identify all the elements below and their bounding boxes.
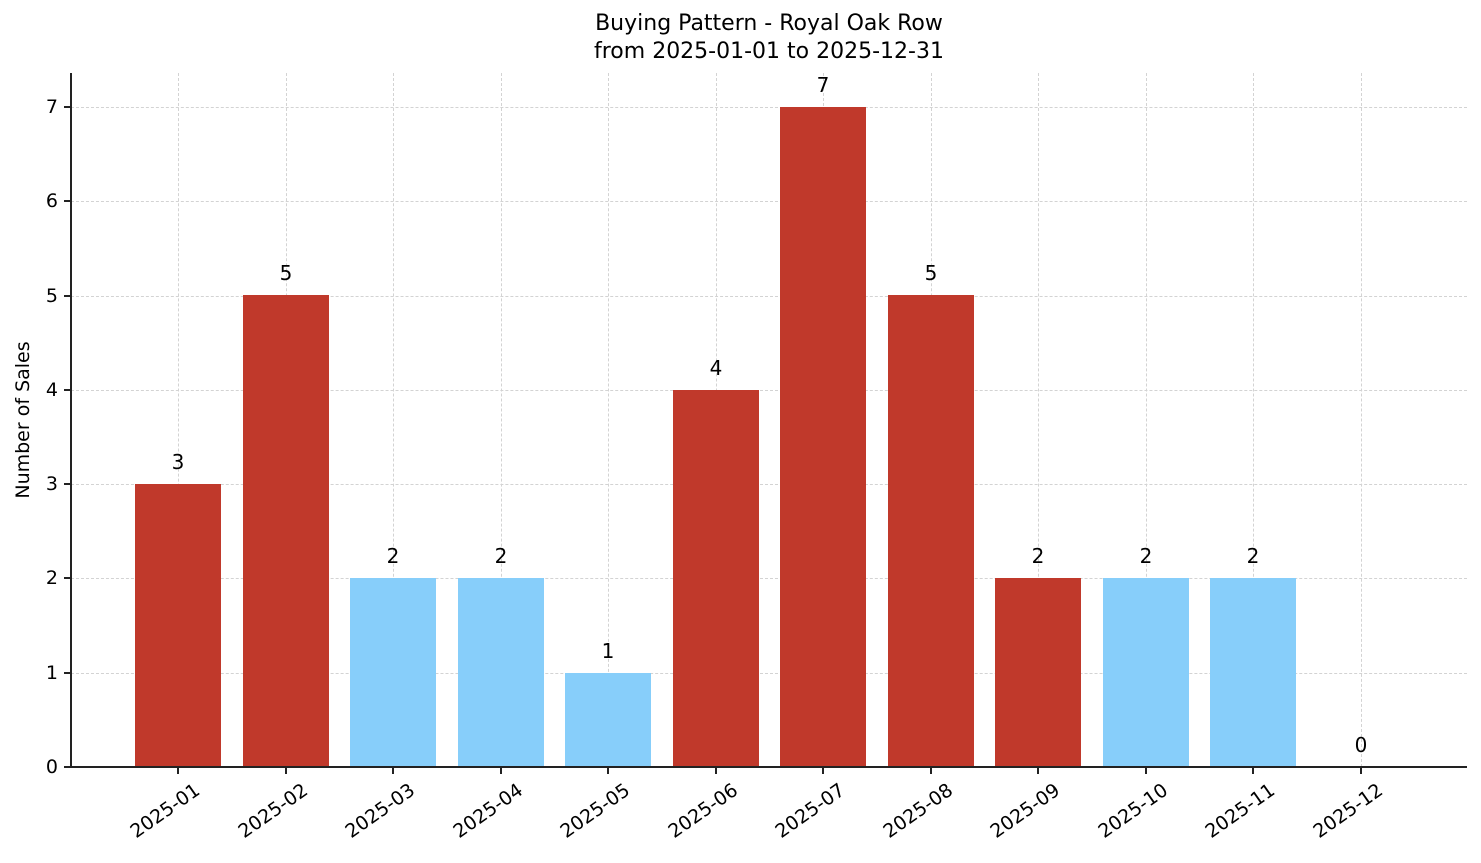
v-gridline — [1146, 73, 1147, 767]
v-gridline — [1361, 73, 1362, 767]
x-tick-label: 2025-07 — [771, 779, 850, 843]
bar-2025-01 — [135, 484, 221, 767]
y-axis-label: Number of Sales — [12, 341, 34, 499]
y-tick-label: 5 — [45, 285, 58, 307]
v-gridline — [178, 73, 179, 767]
x-tick-label: 2025-02 — [234, 779, 313, 843]
x-tick-mark — [1037, 768, 1039, 774]
y-tick-mark — [64, 106, 70, 108]
bar-value-label: 5 — [279, 261, 293, 285]
h-gridline — [71, 107, 1467, 108]
bar-value-label: 5 — [924, 261, 938, 285]
v-gridline — [1253, 73, 1254, 767]
bar-value-label: 7 — [816, 73, 830, 97]
bar-2025-04 — [458, 578, 544, 767]
x-tick-label: 2025-10 — [1094, 779, 1173, 843]
x-tick-mark — [285, 768, 287, 774]
x-tick-label: 2025-09 — [986, 779, 1065, 843]
bar-2025-07 — [780, 107, 866, 767]
h-gridline — [71, 673, 1467, 674]
x-tick-label: 2025-11 — [1201, 779, 1280, 843]
x-tick-label: 2025-01 — [126, 779, 205, 843]
x-tick-label: 2025-05 — [556, 779, 635, 843]
bar-value-label: 4 — [709, 356, 723, 380]
x-tick-label: 2025-06 — [664, 779, 743, 843]
bar-2025-08 — [888, 295, 974, 767]
x-tick-mark — [500, 768, 502, 774]
bar-2025-06 — [673, 390, 759, 767]
x-tick-mark — [1145, 768, 1147, 774]
y-tick-mark — [64, 295, 70, 297]
x-axis-line — [70, 766, 1467, 768]
y-tick-label: 7 — [45, 96, 58, 118]
v-gridline — [608, 73, 609, 767]
bar-2025-10 — [1103, 578, 1189, 767]
bar-value-label: 2 — [1031, 544, 1045, 568]
x-tick-mark — [822, 768, 824, 774]
x-tick-mark — [607, 768, 609, 774]
bar-value-label: 3 — [171, 450, 185, 474]
h-gridline — [71, 390, 1467, 391]
bar-value-label: 2 — [1139, 544, 1153, 568]
x-tick-mark — [392, 768, 394, 774]
chart-subtitle: from 2025-01-01 to 2025-12-31 — [594, 39, 944, 64]
h-gridline — [71, 201, 1467, 202]
bar-value-label: 2 — [494, 544, 508, 568]
y-tick-mark — [64, 200, 70, 202]
v-gridline — [501, 73, 502, 767]
y-tick-label: 6 — [45, 190, 58, 212]
bar-2025-09 — [995, 578, 1081, 767]
y-tick-label: 1 — [45, 662, 58, 684]
chart-title-main: Buying Pattern - Royal Oak Row — [595, 11, 943, 36]
x-tick-label: 2025-08 — [879, 779, 958, 843]
bar-value-label: 2 — [1246, 544, 1260, 568]
y-tick-mark — [64, 766, 70, 768]
x-tick-label: 2025-03 — [341, 779, 420, 843]
y-tick-label: 4 — [45, 379, 58, 401]
h-gridline — [71, 484, 1467, 485]
bar-2025-03 — [350, 578, 436, 767]
y-tick-mark — [64, 577, 70, 579]
x-tick-label: 2025-04 — [449, 779, 528, 843]
bar-2025-11 — [1210, 578, 1296, 767]
y-tick-mark — [64, 672, 70, 674]
y-tick-mark — [64, 483, 70, 485]
v-gridline — [1038, 73, 1039, 767]
x-tick-mark — [715, 768, 717, 774]
x-tick-mark — [1252, 768, 1254, 774]
y-tick-label: 0 — [45, 756, 58, 778]
bar-value-label: 1 — [601, 639, 615, 663]
x-tick-mark — [1360, 768, 1362, 774]
x-tick-label: 2025-12 — [1309, 779, 1388, 843]
bar-value-label: 0 — [1354, 733, 1368, 757]
h-gridline — [71, 578, 1467, 579]
y-tick-label: 2 — [45, 567, 58, 589]
bar-2025-05 — [565, 673, 651, 767]
h-gridline — [71, 296, 1467, 297]
y-tick-label: 3 — [45, 473, 58, 495]
x-tick-mark — [177, 768, 179, 774]
x-tick-mark — [930, 768, 932, 774]
bar-value-label: 2 — [386, 544, 400, 568]
y-axis-line — [70, 73, 72, 768]
bar-2025-02 — [243, 295, 329, 767]
v-gridline — [393, 73, 394, 767]
chart-title: Buying Pattern - Royal Oak Row from 2025… — [0, 10, 1481, 66]
y-tick-mark — [64, 389, 70, 391]
